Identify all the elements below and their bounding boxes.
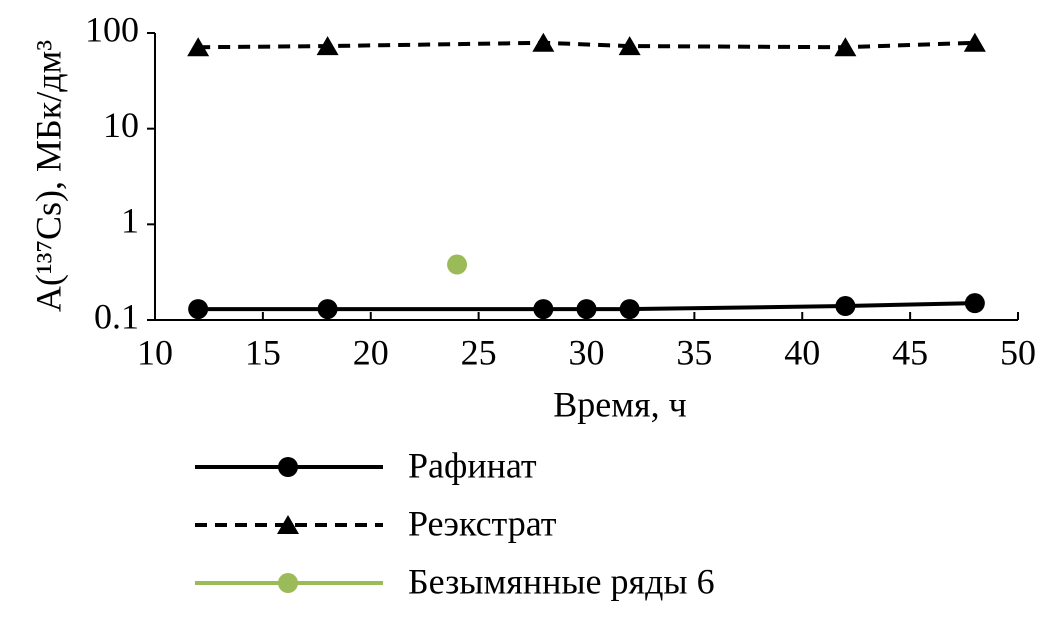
legend-label: Реэкстрат [408,503,557,543]
data-point [447,254,468,275]
x-tick-label: 35 [676,332,712,372]
x-tick-label: 50 [1000,332,1036,372]
data-point [187,37,210,57]
data-point [316,36,339,56]
legend-marker [278,573,298,593]
y-axis-label: A(¹³⁷Cs), МБк/дм³ [28,40,68,312]
data-point [533,299,554,320]
x-tick-label: 40 [784,332,820,372]
data-point [964,293,985,314]
data-point [317,299,338,320]
y-tick-label: 1 [121,201,139,241]
y-tick-label: 100 [85,9,139,49]
data-point [618,36,641,56]
x-tick-label: 20 [353,332,389,372]
legend-label: Рафинат [408,445,537,485]
data-point [188,299,209,320]
data-point [576,299,597,320]
legend-marker [278,457,298,477]
y-tick-label: 10 [103,105,139,145]
data-point [963,32,986,52]
x-tick-label: 10 [137,332,173,372]
data-point [532,32,555,52]
legend-marker [277,515,299,534]
x-tick-label: 30 [569,332,605,372]
x-axis-label: Время, ч [553,384,686,424]
series-line [198,40,975,50]
x-tick-label: 45 [892,332,928,372]
data-point [619,299,640,320]
y-tick-label: 0.1 [94,296,139,336]
x-tick-label: 25 [461,332,497,372]
data-point [835,296,856,317]
legend-label: Безымянные ряды 6 [408,561,715,601]
x-tick-label: 15 [245,332,281,372]
data-point [834,37,857,57]
